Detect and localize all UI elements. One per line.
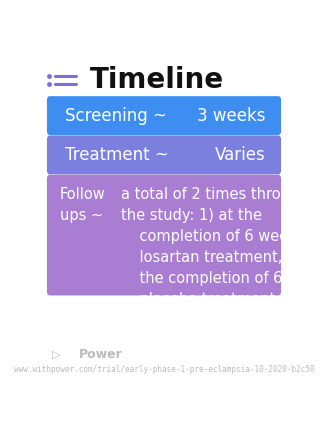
Text: Varies: Varies	[215, 146, 266, 164]
FancyBboxPatch shape	[47, 96, 281, 135]
Text: Power: Power	[78, 348, 122, 361]
Text: Follow
ups ~: Follow ups ~	[60, 187, 106, 223]
Text: Timeline: Timeline	[90, 66, 224, 94]
Text: a total of 2 times throughout
the study: 1) at the
    completion of 6 weeks of : a total of 2 times throughout the study:…	[121, 187, 320, 307]
Text: ▷: ▷	[52, 350, 60, 360]
Text: Treatment ~: Treatment ~	[65, 146, 169, 164]
Text: www.withpower.com/trial/early-phase-1-pre-eclampsia-10-2020-b2c50: www.withpower.com/trial/early-phase-1-pr…	[14, 365, 314, 374]
Text: Screening ~: Screening ~	[65, 107, 167, 125]
Text: 3 weeks: 3 weeks	[197, 107, 266, 125]
FancyBboxPatch shape	[47, 175, 281, 295]
FancyBboxPatch shape	[47, 136, 281, 174]
